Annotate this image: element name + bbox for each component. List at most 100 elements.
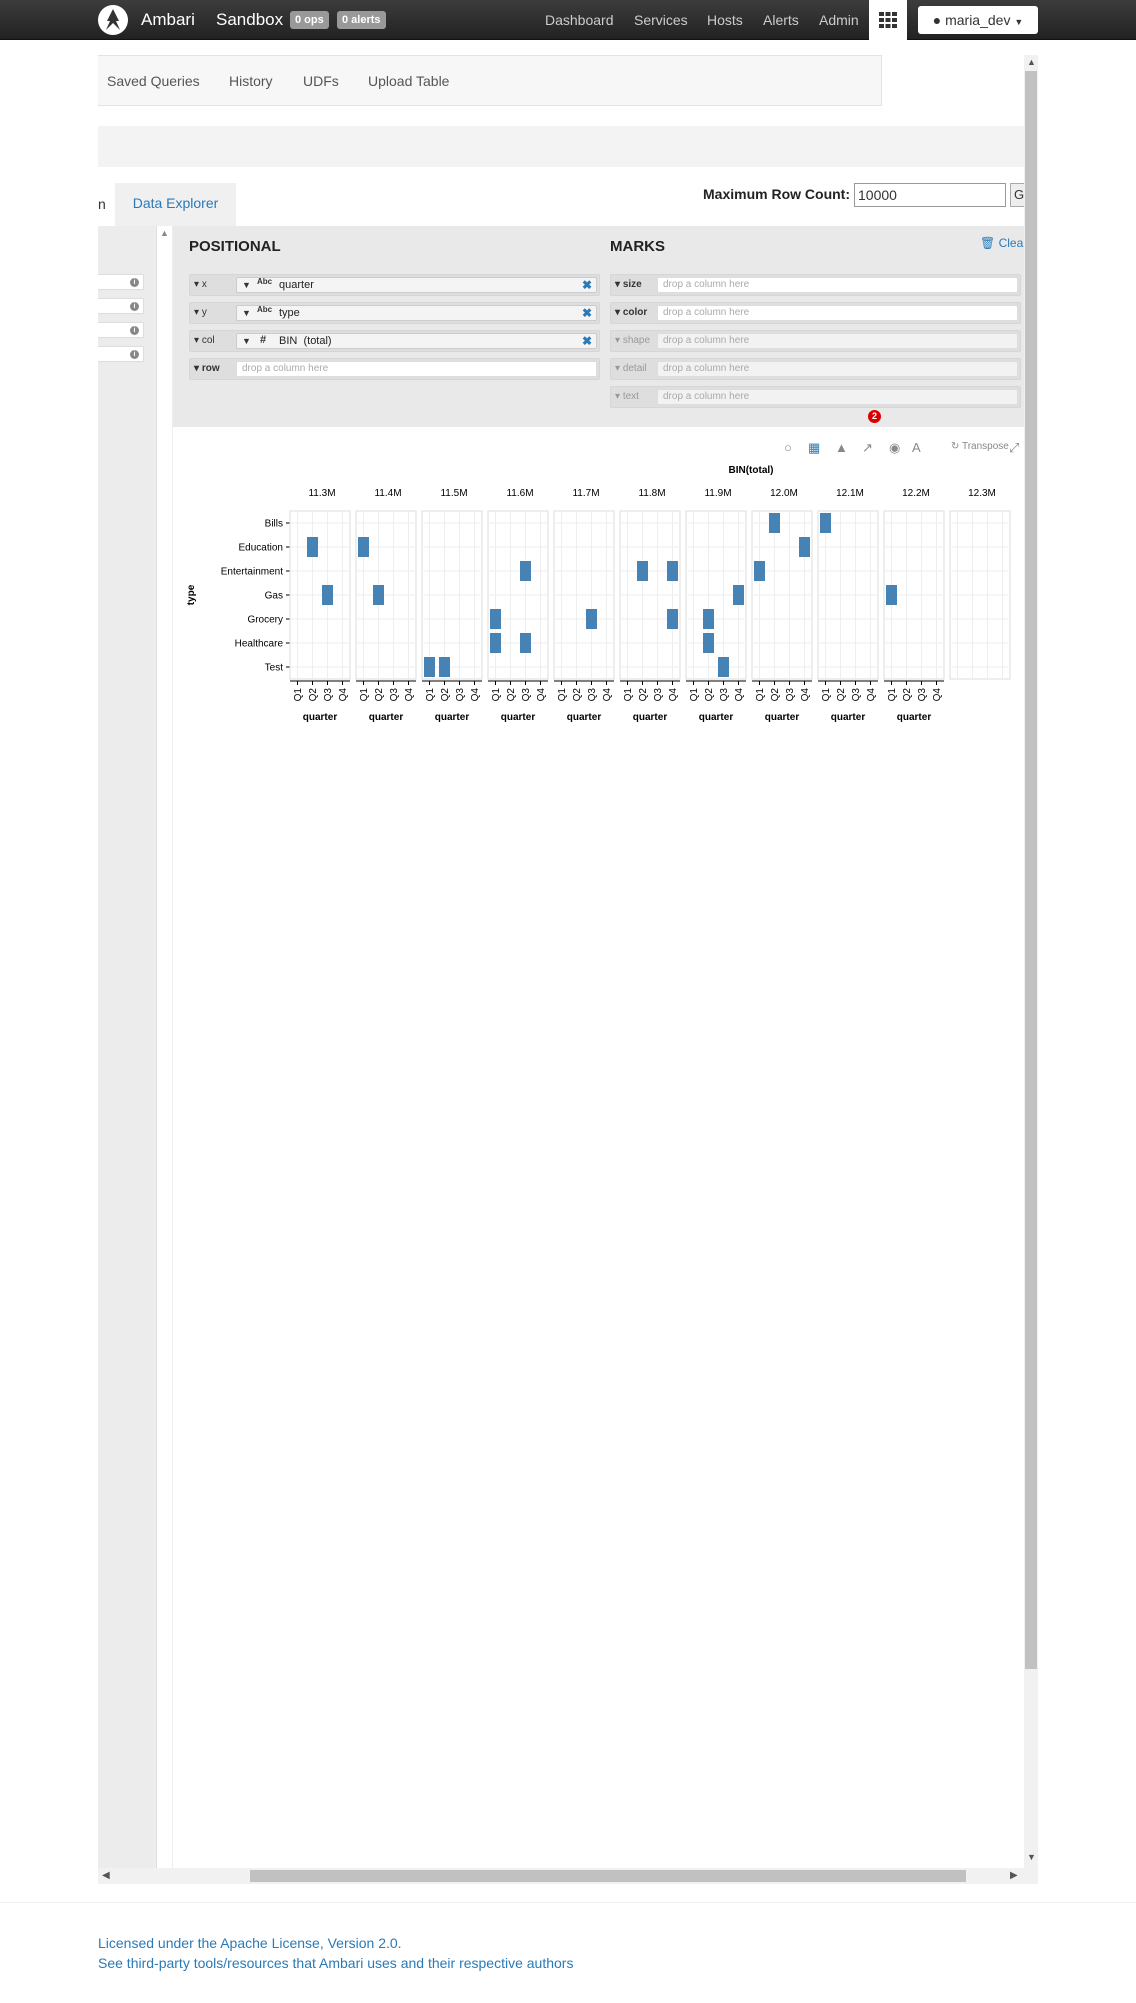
- area-mark-icon[interactable]: ▲: [835, 440, 848, 455]
- facet-label: 11.3M: [308, 488, 335, 499]
- tab-udfs[interactable]: UDFs: [303, 73, 339, 89]
- remove-icon[interactable]: ✖: [581, 334, 592, 348]
- shelf-shape[interactable]: ▾ shape drop a column here: [610, 330, 1021, 352]
- horizontal-scrollbar[interactable]: ◀ ▶: [98, 1868, 1038, 1884]
- sidebar-scrollbar[interactable]: ▲: [156, 226, 172, 1868]
- tab-history[interactable]: History: [229, 73, 273, 89]
- x-tick-label: Q2: [572, 688, 583, 702]
- transpose-button[interactable]: ↻ Transpose: [951, 441, 1009, 452]
- shelf-detail[interactable]: ▾ detail drop a column here: [610, 358, 1021, 380]
- tab-saved-queries[interactable]: Saved Queries: [107, 73, 200, 89]
- notification-badge[interactable]: 2: [868, 410, 881, 423]
- ops-badge[interactable]: 0 ops: [290, 11, 329, 29]
- expand-icon[interactable]: ⤢: [1009, 440, 1020, 455]
- x-tick-label: Q4: [404, 688, 415, 702]
- shelf-color[interactable]: ▾ color drop a column here: [610, 302, 1021, 324]
- drop-zone[interactable]: drop a column here: [657, 389, 1018, 405]
- tick-mark-icon[interactable]: ◉: [889, 440, 901, 455]
- nav-hosts[interactable]: Hosts: [707, 12, 743, 28]
- scroll-up-icon[interactable]: ▲: [1027, 57, 1036, 67]
- line-mark-icon[interactable]: ↗: [862, 440, 873, 455]
- alerts-badge[interactable]: 0 alerts: [337, 11, 386, 29]
- chart-mark: [718, 657, 729, 677]
- third-party-link[interactable]: See third-party tools/resources that Amb…: [98, 1955, 574, 1971]
- scroll-left-icon[interactable]: ◀: [102, 1870, 110, 1881]
- x-tick-label: Q3: [785, 688, 796, 702]
- scroll-up-icon[interactable]: ▲: [160, 228, 169, 238]
- x-tick-label: Q1: [755, 688, 766, 702]
- x-tick-label: Q2: [374, 688, 385, 702]
- field-pill-type[interactable]: ▼ Abc type ✖: [236, 305, 597, 321]
- type-text-icon: Abc: [257, 277, 273, 286]
- brand-name[interactable]: Ambari: [141, 10, 195, 29]
- field-pill-quarter[interactable]: ▼ Abc quarter ✖: [236, 277, 597, 293]
- caret-down-icon[interactable]: ▼: [242, 280, 251, 290]
- go-button[interactable]: G: [1010, 183, 1024, 207]
- nav-admin[interactable]: Admin: [819, 12, 859, 28]
- field-item[interactable]: i: [98, 322, 144, 338]
- chart-title: BIN(total): [729, 465, 774, 476]
- max-row-count-input[interactable]: 10000: [854, 183, 1006, 207]
- field-item[interactable]: i: [98, 298, 144, 314]
- y-tick-label: Entertainment: [221, 567, 283, 578]
- drop-zone[interactable]: drop a column here: [657, 361, 1018, 377]
- shelf-y[interactable]: ▾ y ▼ Abc type ✖: [189, 302, 600, 324]
- shelf-x[interactable]: ▾ x ▼ Abc quarter ✖: [189, 274, 600, 296]
- chart-mark: [490, 609, 501, 629]
- user-menu-button[interactable]: ● maria_dev ▼: [918, 6, 1038, 34]
- x-tick-label: Q2: [704, 688, 715, 702]
- x-axis-title: quarter: [567, 712, 602, 723]
- nav-services[interactable]: Services: [634, 12, 688, 28]
- caret-down-icon[interactable]: ▼: [242, 336, 251, 346]
- field-item[interactable]: i: [98, 274, 144, 290]
- bar-mark-icon[interactable]: ▦: [808, 440, 821, 455]
- scrollbar-thumb[interactable]: [250, 1870, 966, 1882]
- x-tick-label: Q1: [491, 688, 502, 702]
- x-tick-label: Q4: [668, 688, 679, 702]
- ambari-logo-icon[interactable]: [98, 5, 128, 35]
- drop-zone[interactable]: drop a column here: [236, 361, 597, 377]
- footer-divider: [0, 1902, 1136, 1903]
- info-icon[interactable]: i: [130, 350, 139, 359]
- info-icon[interactable]: i: [130, 278, 139, 287]
- tab-visualization[interactable]: n: [98, 196, 106, 212]
- text-mark-icon[interactable]: A: [912, 440, 921, 455]
- x-tick-label: Q1: [821, 688, 832, 702]
- tab-upload-table[interactable]: Upload Table: [368, 73, 450, 89]
- remove-icon[interactable]: ✖: [581, 278, 592, 292]
- facet-label: 11.9M: [704, 488, 731, 499]
- scroll-right-icon[interactable]: ▶: [1010, 1870, 1018, 1881]
- point-mark-icon[interactable]: ○: [784, 440, 792, 455]
- chart-mark: [769, 513, 780, 533]
- shelf-size[interactable]: ▾ size drop a column here: [610, 274, 1021, 296]
- shelf-text[interactable]: ▾ text drop a column here: [610, 386, 1021, 408]
- nav-dashboard[interactable]: Dashboard: [545, 12, 614, 28]
- vertical-scrollbar[interactable]: ▲ ▼: [1024, 55, 1038, 1868]
- drop-zone[interactable]: drop a column here: [657, 305, 1018, 321]
- x-tick-label: Q1: [887, 688, 898, 702]
- field-pill-bin-total[interactable]: ▼ # BIN (total) ✖: [236, 333, 597, 349]
- cluster-name[interactable]: Sandbox: [216, 10, 284, 29]
- remove-icon[interactable]: ✖: [581, 306, 592, 320]
- caret-down-icon[interactable]: ▼: [242, 308, 251, 318]
- shelf-col[interactable]: ▾ col ▼ # BIN (total) ✖: [189, 330, 600, 352]
- shelf-row[interactable]: ▾ row drop a column here: [189, 358, 600, 380]
- license-link[interactable]: Licensed under the Apache License, Versi…: [98, 1935, 402, 1951]
- scroll-down-icon[interactable]: ▼: [1027, 1852, 1036, 1862]
- nav-alerts[interactable]: Alerts: [763, 12, 799, 28]
- drop-zone[interactable]: drop a column here: [657, 277, 1018, 293]
- scrollbar-thumb[interactable]: [1025, 71, 1037, 1669]
- field-item[interactable]: i: [98, 346, 144, 362]
- views-menu-button[interactable]: [869, 0, 907, 40]
- info-icon[interactable]: i: [130, 326, 139, 335]
- view-tabs: Saved Queries History UDFs Upload Table: [98, 55, 882, 106]
- x-axis-title: quarter: [435, 712, 470, 723]
- positional-title: POSITIONAL: [189, 238, 281, 255]
- clear-button[interactable]: 🗑 Clear: [980, 236, 1028, 250]
- x-tick-label: Q4: [800, 688, 811, 702]
- tab-data-explorer[interactable]: Data Explorer: [115, 183, 236, 227]
- x-tick-label: Q4: [536, 688, 547, 702]
- drop-zone[interactable]: drop a column here: [657, 333, 1018, 349]
- info-icon[interactable]: i: [130, 302, 139, 311]
- x-tick-label: Q4: [734, 688, 745, 702]
